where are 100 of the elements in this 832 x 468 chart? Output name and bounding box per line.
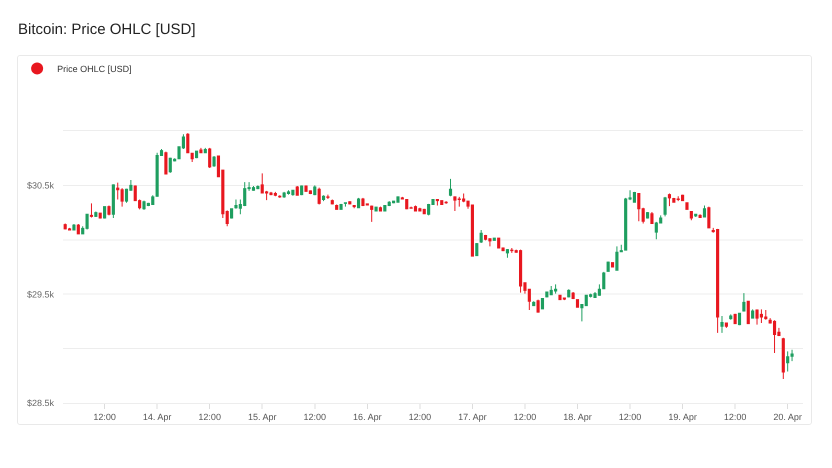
candlestick [668,193,672,207]
candlestick [194,150,198,159]
candlestick [755,308,759,326]
candlestick [296,185,299,196]
candlestick [664,196,667,217]
x-tick-label: 12:00 [408,412,432,422]
candlestick [107,205,111,216]
candlestick [103,206,106,220]
candlestick [370,205,374,222]
candlestick [440,200,444,206]
candlestick [168,157,172,174]
candlestick [352,204,356,209]
candlestick [230,208,234,220]
candlestick [506,248,510,258]
candlestick [344,202,347,208]
candlestick [458,196,461,208]
candlestick [567,288,570,298]
candlestick [356,197,360,209]
candlestick [492,237,496,242]
y-tick-label: $29.5k [26,289,54,300]
x-tick-label: 18. Apr [563,412,592,422]
candlestick [572,292,575,300]
candlestick [322,194,326,202]
x-tick-label: 12:00 [724,412,746,422]
candlestick [610,262,614,268]
candlestick [540,298,544,310]
candlestick [94,211,98,218]
candlestick [694,213,698,218]
candlestick [405,198,408,210]
candlestick [720,315,724,334]
candlestick [734,313,737,325]
candlestick [330,199,334,205]
candlestick [751,308,754,320]
candlestick [724,322,728,328]
candlestick [286,190,290,196]
candlestick [274,191,277,197]
candlestick [199,147,202,154]
candlestick [685,202,689,210]
candlestick [98,212,102,220]
candlestick [278,194,282,198]
candlestick [632,191,636,204]
candlestick [702,205,706,218]
x-tick-label: 19. Apr [668,412,697,422]
x-tick-label: 12:00 [198,412,221,422]
chart-title: Bitcoin: Price OHLC [USD] [18,20,196,40]
candlestick [374,206,378,212]
candlestick [470,204,474,258]
candlestick [72,224,76,232]
candlestick [208,147,212,168]
candlestick [786,350,790,372]
candlestick [536,299,540,314]
candlestick [300,184,304,196]
x-tick-label: 12:00 [93,412,116,422]
candlestick [427,203,430,216]
candlestick [488,238,492,247]
candlestick [326,194,330,200]
x-tick-label: 12:00 [514,412,536,422]
candlestick [422,208,426,215]
candlestick [414,205,418,212]
candlestick [335,204,338,210]
candlestick [707,206,710,229]
candlestick [729,314,732,320]
candlestick [90,202,94,218]
legend-label: Price OHLC [USD] [57,64,132,74]
candlestick [742,292,746,312]
candlestick [164,151,168,176]
candlestick [76,224,80,235]
candlestick [64,222,67,230]
candlestick [204,147,207,154]
candlestick [698,214,702,219]
y-tick-label: $30.5k [26,180,54,191]
x-tick-label: 14. Apr [142,412,172,422]
x-tick-label: 12:00 [304,412,326,422]
candlestick [348,200,352,205]
candlestick [690,210,693,221]
candlestick [480,230,483,244]
candlestick [576,298,580,308]
candlestick [339,203,343,210]
candlestick [313,184,316,196]
candlestick [142,200,146,210]
candlestick [764,309,768,320]
x-tick-label: 17. Apr [458,412,487,422]
candlestick [212,156,216,168]
candlestick [112,184,115,219]
candlestick [772,320,776,354]
candlestick [378,206,382,212]
x-tick-label: 16. Apr [353,412,382,422]
candlestick [782,337,785,380]
candlestick [396,196,400,204]
candlestick [475,242,478,257]
candlestick [738,312,742,326]
candlestick [746,300,750,325]
candlestick [532,300,536,307]
candlestick [650,212,654,225]
x-tick-label: 20. Apr [773,412,802,422]
candlestick [646,212,650,220]
x-tick-label: 15. Apr [248,412,276,422]
candlestick [282,191,286,198]
y-tick-label: $28.5k [26,398,54,408]
candlestick [790,349,794,362]
